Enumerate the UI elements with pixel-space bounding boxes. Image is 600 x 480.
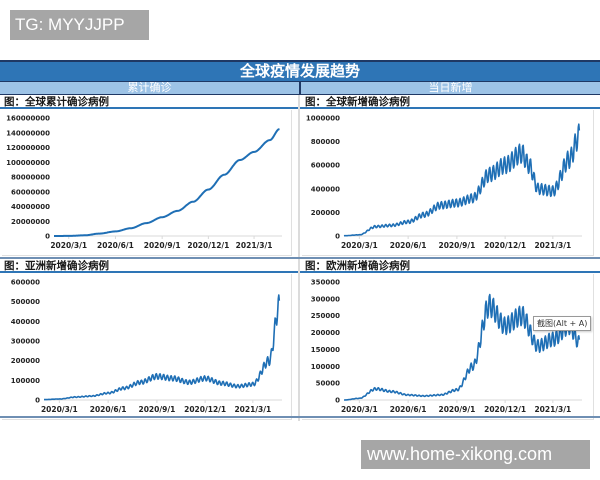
chart-title: 图：全球新增确诊病例 xyxy=(300,95,600,109)
x-tick-label: 2020/9/1 xyxy=(439,405,476,414)
y-tick-label: 250000 xyxy=(311,312,340,320)
x-tick-label: 2020/6/1 xyxy=(90,405,127,414)
y-tick-label: 100000 xyxy=(311,363,340,371)
section-header-bar: 累计确诊 当日新增 xyxy=(0,82,600,95)
chart-panel-global-daily: 图：全球新增确诊病例 1000000 800000 600000 400000 2000… xyxy=(300,95,600,257)
chart-panel-asia-daily: 图：亚洲新增确诊病例 600000 500000 400000 300000 20000… xyxy=(0,259,300,421)
row-divider xyxy=(0,257,600,259)
x-tick-label: 2020/12/1 xyxy=(484,405,526,414)
data-series-line xyxy=(43,294,281,401)
x-tick-label: 2020/6/1 xyxy=(390,405,427,414)
y-tick-label: 60000000 xyxy=(11,188,50,196)
x-tick-label: 2020/12/1 xyxy=(187,241,229,250)
y-tick-label: 80000000 xyxy=(11,174,50,182)
charts-grid: 图：全球累计确诊病例 160000000 140000000 120000000 10… xyxy=(0,95,600,421)
y-tick-label: 800000 xyxy=(311,138,340,146)
x-tick-label: 2020/3/1 xyxy=(41,405,78,414)
x-tick-label: 2021/3/1 xyxy=(234,405,271,414)
y-tick-label: 600000 xyxy=(11,279,40,287)
y-tick-label: 350000 xyxy=(311,279,340,287)
y-tick-label: 600000 xyxy=(311,162,340,170)
y-tick-label: 400000 xyxy=(11,318,40,326)
x-tick-label: 2021/3/1 xyxy=(534,405,571,414)
x-tick-label: 2020/9/1 xyxy=(139,405,176,414)
bottom-divider xyxy=(0,416,600,418)
chart-area[interactable]: 1000000 800000 600000 400000 200000 0 2020/3/1… xyxy=(302,110,594,256)
chart-title: 图：欧洲新增确诊病例 xyxy=(300,259,600,273)
data-series-line xyxy=(53,128,280,237)
section-daily-new: 当日新增 xyxy=(301,82,600,94)
watermark-bottom: www.home-xikong.com xyxy=(361,440,590,469)
y-tick-label: 20000000 xyxy=(11,218,50,226)
chart-panel-europe-daily: 图：欧洲新增确诊病例 350000 300000 250000 200000 15000… xyxy=(300,259,600,421)
y-tick-label: 0 xyxy=(335,233,340,241)
chart-area[interactable]: 160000000 140000000 120000000 100000000 8000… xyxy=(2,110,292,256)
y-tick-label: 50000 xyxy=(316,380,340,388)
y-tick-label: 0 xyxy=(45,233,50,241)
chart-area[interactable]: 350000 300000 250000 200000 150000 100000 5000… xyxy=(302,274,594,420)
x-tick-label: 2020/12/1 xyxy=(484,241,526,250)
dashboard: 全球疫情发展趋势 累计确诊 当日新增 图：全球累计确诊病例 160000000 1… xyxy=(0,60,600,421)
chart-area[interactable]: 600000 500000 400000 300000 200000 100000 0 202… xyxy=(2,274,292,420)
y-tick-label: 400000 xyxy=(311,185,340,193)
y-tick-label: 100000 xyxy=(11,377,40,385)
dashboard-title: 全球疫情发展趋势 xyxy=(0,60,600,82)
screenshot-tooltip: 截图(Alt + A) xyxy=(533,316,592,331)
line-chart: 350000 300000 250000 200000 150000 100000 5000… xyxy=(311,279,582,414)
x-tick-label: 2020/3/1 xyxy=(50,241,87,250)
x-tick-label: 2020/3/1 xyxy=(341,405,378,414)
y-tick-label: 300000 xyxy=(311,295,340,303)
y-tick-label: 0 xyxy=(35,397,40,405)
y-tick-label: 300000 xyxy=(11,338,40,346)
x-tick-label: 2020/3/1 xyxy=(341,241,378,250)
y-tick-label: 0 xyxy=(335,397,340,405)
line-chart: 6000005000004000003000002000001000000202… xyxy=(11,279,282,414)
x-tick-label: 2020/6/1 xyxy=(390,241,427,250)
x-tick-label: 2020/9/1 xyxy=(144,241,181,250)
chart-title: 图：全球累计确诊病例 xyxy=(0,95,298,109)
x-tick-label: 2020/12/1 xyxy=(184,405,226,414)
x-tick-label: 2021/3/1 xyxy=(534,241,571,250)
y-tick-label: 150000 xyxy=(311,346,340,354)
y-tick-label: 100000000 xyxy=(6,159,50,167)
chart-panel-global-cumulative: 图：全球累计确诊病例 160000000 140000000 120000000 10… xyxy=(0,95,300,257)
section-cumulative: 累计确诊 xyxy=(0,82,301,94)
watermark-top: TG: MYYJJPP xyxy=(10,10,149,40)
y-tick-label: 200000 xyxy=(311,329,340,337)
chart-title: 图：亚洲新增确诊病例 xyxy=(0,259,298,273)
x-tick-label: 2021/3/1 xyxy=(236,241,273,250)
y-tick-label: 1000000 xyxy=(306,115,340,123)
y-tick-label: 140000000 xyxy=(6,129,50,137)
x-tick-label: 2020/6/1 xyxy=(97,241,134,250)
line-chart: 160000000 140000000 120000000 100000000 8000… xyxy=(6,115,282,250)
data-series-line xyxy=(343,293,581,401)
y-tick-label: 500000 xyxy=(11,298,40,306)
y-tick-label: 200000 xyxy=(11,357,40,365)
line-chart: 1000000 800000 600000 400000 200000 02020/3/1… xyxy=(306,115,582,250)
y-tick-label: 200000 xyxy=(311,209,340,217)
data-series-line xyxy=(343,123,581,237)
y-tick-label: 120000000 xyxy=(6,144,50,152)
x-tick-label: 2020/9/1 xyxy=(439,241,476,250)
y-tick-label: 160000000 xyxy=(6,115,50,123)
y-tick-label: 40000000 xyxy=(11,203,50,211)
